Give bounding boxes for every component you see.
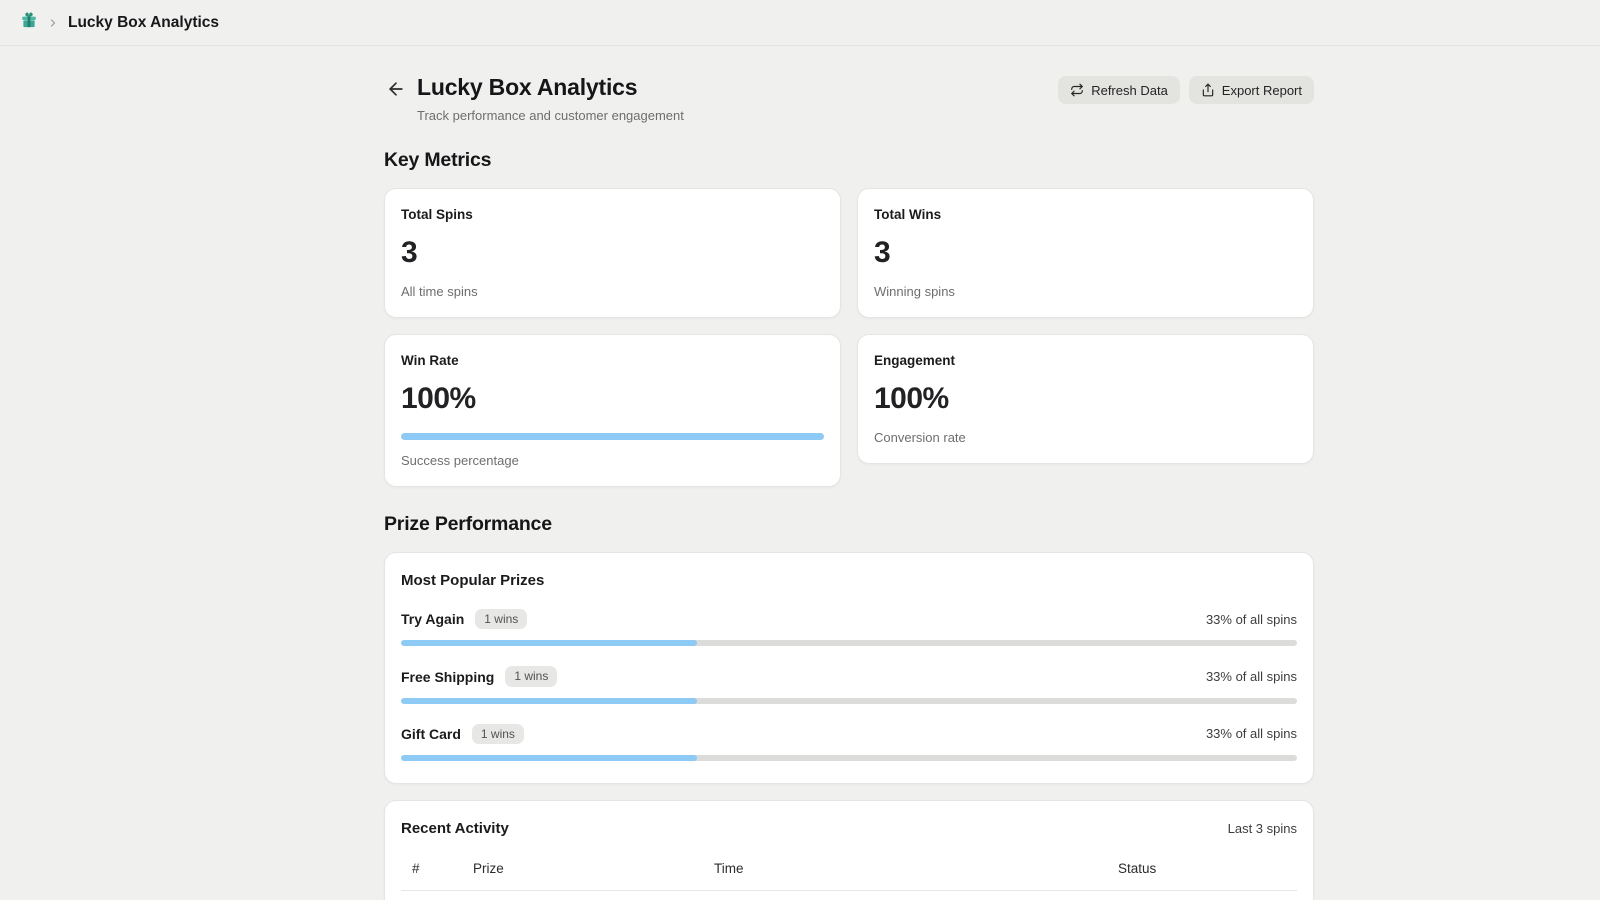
prize-wins-badge: 1 wins [505,666,558,687]
recent-activity-meta: Last 3 spins [1227,821,1297,837]
header-actions: Refresh Data Export Report [1058,76,1314,104]
metric-card-engagement: Engagement 100% Conversion rate [857,334,1314,464]
recent-activity-table: # Prize Time Status 1 Gift Card 6/27/202… [401,861,1297,900]
metric-title: Engagement [874,353,956,368]
export-report-button[interactable]: Export Report [1188,76,1314,104]
metric-caption: Conversion rate [874,430,966,445]
back-button[interactable] [384,78,408,102]
page-header: Lucky Box Analytics Track performance an… [384,74,1314,123]
refresh-icon [1070,83,1084,97]
prize-name: Gift Card [401,725,461,742]
prize-row-free-shipping: Free Shipping 1 wins 33% of all spins [401,666,1297,704]
prize-progress-track [401,640,1297,647]
prize-share: 33% of all spins [1205,669,1297,685]
metric-card-total-wins: Total Wins 3 Winning spins [857,188,1314,318]
topbar: Lucky Box Analytics [0,0,1600,46]
refresh-data-label: Refresh Data [1091,82,1168,98]
metric-value: 100% [874,382,949,415]
table-header-row: # Prize Time Status [401,861,1297,892]
most-popular-prizes-card: Most Popular Prizes Try Again 1 wins 33%… [384,552,1314,785]
prize-name: Free Shipping [401,668,495,685]
recent-activity-title: Recent Activity [401,820,509,838]
prize-wins-badge: 1 wins [475,609,528,630]
column-header-prize: Prize [473,861,504,877]
column-header-index: # [412,861,420,877]
prize-progress-fill [401,755,697,762]
metrics-grid: Total Spins 3 All time spins Total Wins … [384,188,1314,487]
metric-caption: Success percentage [401,453,519,468]
metric-card-total-spins: Total Spins 3 All time spins [384,188,841,318]
prize-row-gift-card: Gift Card 1 wins 33% of all spins [401,723,1297,762]
prize-wins-badge: 1 wins [471,723,524,745]
prize-progress-fill [401,697,697,704]
metric-value: 3 [874,236,891,269]
prize-name: Try Again [401,611,465,628]
refresh-data-button[interactable]: Refresh Data [1058,76,1180,104]
prizes-card-title: Most Popular Prizes [401,572,545,589]
export-report-label: Export Report [1221,82,1302,98]
page-title: Lucky Box Analytics [417,74,638,100]
arrow-left-icon [386,79,406,102]
prize-progress-track [401,755,1297,762]
column-header-time: Time [714,861,744,877]
breadcrumb-title[interactable]: Lucky Box Analytics [68,13,220,31]
metric-caption: All time spins [401,284,478,299]
metric-value: 100% [401,382,476,415]
title-block: Lucky Box Analytics Track performance an… [417,74,684,123]
metric-caption: Winning spins [874,284,955,299]
recent-activity-card: Recent Activity Last 3 spins # Prize Tim… [384,800,1314,900]
win-rate-progress-fill [401,433,824,440]
metric-title: Total Spins [401,207,473,222]
prize-progress-track [401,697,1297,704]
key-metrics-heading: Key Metrics [384,149,492,171]
chevron-right-icon [47,17,59,29]
column-header-status: Status [1118,861,1157,877]
metric-value: 3 [401,236,418,269]
metric-title: Total Wins [874,207,942,222]
prize-share: 33% of all spins [1205,611,1297,627]
metric-title: Win Rate [401,353,459,368]
prize-share: 33% of all spins [1205,726,1297,742]
prize-row-try-again: Try Again 1 wins 33% of all spins [401,609,1297,647]
prize-progress-fill [401,640,697,647]
upload-icon [1201,83,1215,97]
metric-card-win-rate: Win Rate 100% Success percentage [384,334,841,487]
prize-performance-heading: Prize Performance [384,513,552,535]
win-rate-progress-track [401,433,824,440]
main-content: Lucky Box Analytics Track performance an… [384,46,1314,900]
gift-icon [20,11,38,34]
table-row: 1 Gift Card 6/27/2025, 2:55:59 PM Won [401,891,1297,900]
page-subtitle: Track performance and customer engagemen… [417,108,684,123]
